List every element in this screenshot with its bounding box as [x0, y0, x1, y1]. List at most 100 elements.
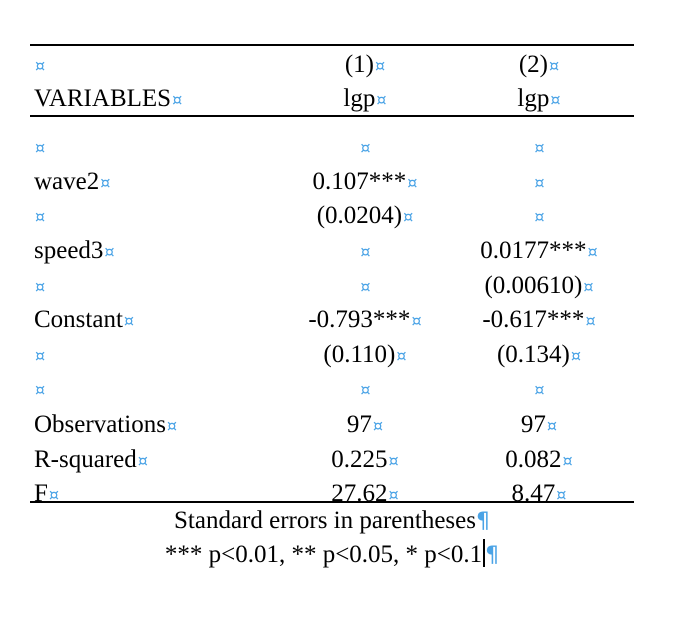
model-2-cell[interactable]: 0.0177***¤ — [464, 234, 614, 268]
table-header-rule — [30, 115, 634, 117]
variable-cell[interactable]: wave2¤ — [34, 165, 110, 199]
model-1-cell[interactable]: lgp¤ — [292, 82, 438, 116]
model-1-cell[interactable]: 0.225¤ — [292, 443, 438, 477]
cell-text: 0.0177*** — [480, 237, 587, 264]
model-1-cell[interactable]: ¤ — [292, 234, 438, 268]
cell-marker-icon: ¤ — [550, 90, 561, 109]
table-row: ¤ ¤ (0.00610)¤ — [30, 269, 634, 303]
model-1-cell[interactable]: (0.110)¤ — [292, 338, 438, 372]
table-row: ¤ (1)¤ (2)¤ — [30, 48, 634, 82]
variable-cell[interactable]: ¤ — [34, 48, 45, 82]
cell-text: Constant — [34, 306, 123, 333]
cell-marker-icon: ¤ — [35, 380, 46, 399]
model-1-cell[interactable]: (1)¤ — [292, 48, 438, 82]
cell-marker-icon: ¤ — [35, 277, 46, 296]
cell-marker-icon: ¤ — [35, 56, 46, 75]
table-row: ¤ (0.110)¤ (0.134)¤ — [30, 338, 634, 372]
cell-text: F — [34, 480, 48, 507]
cell-marker-icon: ¤ — [374, 56, 386, 75]
cell-marker-icon: ¤ — [570, 346, 582, 365]
cell-marker-icon: ¤ — [360, 380, 371, 399]
cell-marker-icon: ¤ — [104, 242, 115, 261]
cell-marker-icon: ¤ — [360, 277, 371, 296]
cell-marker-icon: ¤ — [172, 90, 183, 109]
cell-text: 0.225 — [331, 446, 388, 473]
table-bottom-rule — [30, 501, 634, 503]
note-line-1[interactable]: Standard errors in parentheses¶ — [30, 504, 634, 538]
model-1-cell[interactable]: 97¤ — [292, 408, 438, 442]
cell-marker-icon: ¤ — [166, 416, 178, 435]
model-2-cell[interactable]: (2)¤ — [464, 48, 614, 82]
note-line-2[interactable]: *** p<0.01, ** p<0.05, * p<0.1 ¶ — [30, 538, 634, 572]
cell-text: R-squared — [34, 446, 137, 473]
text-cursor — [483, 539, 486, 567]
cell-marker-icon: ¤ — [546, 416, 558, 435]
cell-text: VARIABLES — [34, 85, 172, 112]
variable-cell[interactable]: Observations¤ — [34, 408, 177, 442]
cell-text: (0.00610) — [484, 272, 583, 299]
model-1-cell[interactable]: 0.107***¤ — [292, 165, 438, 199]
model-1-cell[interactable]: 27.62¤ — [292, 477, 438, 511]
variable-cell[interactable]: F¤ — [34, 477, 59, 511]
table-row: F¤ 27.62¤ 8.47¤ — [30, 477, 634, 511]
cell-text: 27.62 — [331, 480, 388, 507]
cell-text: 97 — [520, 411, 546, 438]
model-1-cell[interactable]: ¤ — [292, 269, 438, 303]
variable-cell[interactable]: speed3¤ — [34, 234, 115, 268]
model-2-cell[interactable]: 8.47¤ — [464, 477, 614, 511]
variable-cell[interactable]: ¤ — [34, 269, 45, 303]
model-2-cell[interactable]: 97¤ — [464, 408, 614, 442]
cell-marker-icon: ¤ — [137, 451, 148, 470]
cell-marker-icon: ¤ — [360, 138, 371, 157]
model-1-cell[interactable]: -0.793***¤ — [292, 303, 438, 337]
cell-text: speed3 — [34, 237, 104, 264]
table-row: wave2¤ 0.107***¤ ¤ — [30, 165, 634, 199]
cell-marker-icon: ¤ — [534, 207, 545, 226]
model-2-cell[interactable]: (0.00610)¤ — [464, 269, 614, 303]
model-2-cell[interactable]: (0.134)¤ — [464, 338, 614, 372]
cell-marker-icon: ¤ — [388, 485, 399, 504]
cell-marker-icon: ¤ — [360, 242, 371, 261]
model-2-cell[interactable]: ¤ — [464, 372, 614, 406]
variable-cell[interactable]: ¤ — [34, 372, 45, 406]
cell-marker-icon: ¤ — [562, 451, 573, 470]
cell-marker-icon: ¤ — [587, 242, 598, 261]
cell-text: (1) — [344, 51, 374, 78]
model-1-cell[interactable]: ¤ — [292, 130, 438, 164]
model-2-cell[interactable]: ¤ — [464, 130, 614, 164]
cell-marker-icon: ¤ — [583, 277, 594, 296]
cell-text: -0.793*** — [308, 306, 411, 333]
paragraph-mark-icon: ¶ — [485, 543, 500, 568]
note-standard-errors: Standard errors in parentheses — [174, 507, 476, 534]
cell-marker-icon: ¤ — [376, 90, 387, 109]
cell-marker-icon: ¤ — [388, 451, 399, 470]
variable-cell[interactable]: ¤ — [34, 199, 45, 233]
model-2-cell[interactable]: 0.082¤ — [464, 443, 614, 477]
table-row: R-squared¤ 0.225¤ 0.082¤ — [30, 443, 634, 477]
cell-marker-icon: ¤ — [548, 56, 560, 75]
variable-cell[interactable]: VARIABLES¤ — [34, 82, 182, 116]
model-1-cell[interactable]: (0.0204)¤ — [292, 199, 438, 233]
cell-text: wave2 — [34, 168, 100, 195]
model-2-cell[interactable]: ¤ — [464, 199, 614, 233]
paragraph-mark-icon: ¶ — [475, 509, 490, 534]
variable-cell[interactable]: ¤ — [34, 338, 45, 372]
model-2-cell[interactable]: -0.617***¤ — [464, 303, 614, 337]
note-significance: *** p<0.01, ** p<0.05, * p<0.1 — [164, 541, 483, 568]
cell-marker-icon: ¤ — [403, 207, 414, 226]
model-1-cell[interactable]: ¤ — [292, 372, 438, 406]
table-row: ¤ ¤ ¤ — [30, 130, 634, 164]
cell-marker-icon: ¤ — [534, 380, 545, 399]
table-top-rule — [30, 44, 634, 46]
cell-text: (2) — [518, 51, 548, 78]
variable-cell[interactable]: Constant¤ — [34, 303, 134, 337]
model-2-cell[interactable]: lgp¤ — [464, 82, 614, 116]
variable-cell[interactable]: R-squared¤ — [34, 443, 148, 477]
variable-cell[interactable]: ¤ — [34, 130, 45, 164]
cell-text: -0.617*** — [482, 306, 585, 333]
table-row: Constant¤ -0.793***¤ -0.617***¤ — [30, 303, 634, 337]
model-2-cell[interactable]: ¤ — [464, 165, 614, 199]
cell-text: Observations — [34, 411, 166, 438]
cell-text: 8.47 — [511, 480, 556, 507]
cell-marker-icon: ¤ — [534, 138, 545, 157]
